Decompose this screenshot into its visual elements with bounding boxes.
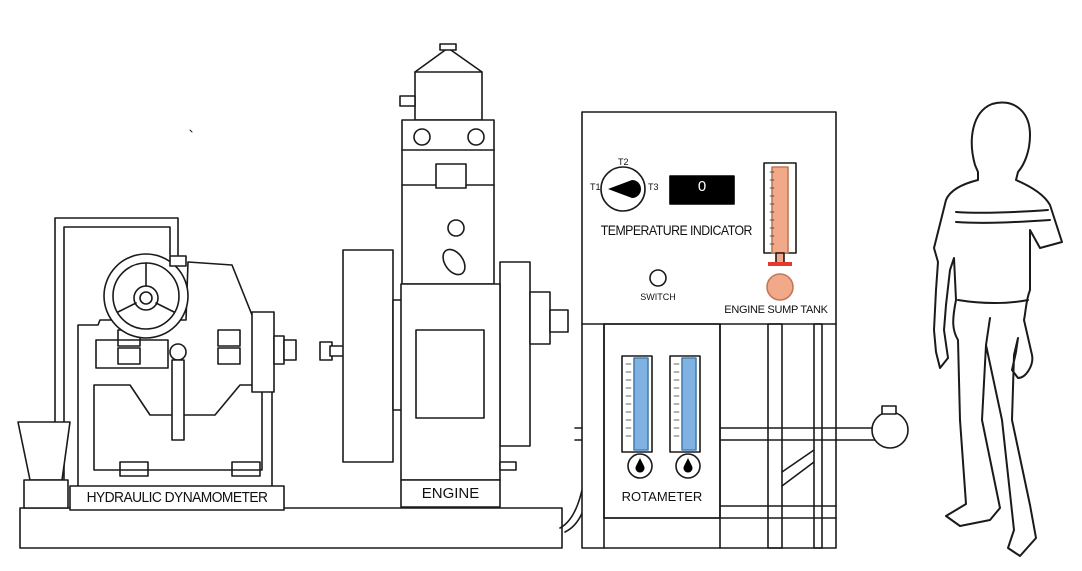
coupling: [319, 249, 404, 463]
rotameter-1: [621, 355, 653, 479]
human-figure: [933, 101, 1063, 557]
engine-cap: [414, 47, 483, 121]
temperature-display: [669, 175, 735, 205]
stray-mark: [189, 129, 193, 133]
sump-tank-gauge: [763, 162, 797, 301]
cylinder-block: [401, 119, 495, 285]
temperature-selector-knob: [600, 166, 646, 212]
dynamometer-label-plate: [69, 485, 285, 511]
handwheel: [103, 253, 189, 339]
engine-label: ENGINE: [421, 485, 480, 502]
selector-t2-label: T2: [618, 157, 629, 167]
control-panel: [574, 111, 909, 549]
hydraulic-dynamometer-label: HYDRAULIC DYNAMOMETER: [86, 489, 268, 506]
switch-label: SWITCH: [640, 292, 676, 302]
engine-sump-tank-label: ENGINE SUMP TANK: [724, 304, 828, 316]
flywheel: [342, 249, 394, 463]
selector-t1-label: T1: [590, 182, 601, 192]
sump-gauge-scale: [769, 171, 775, 245]
engine: [399, 43, 589, 533]
rotameter-2: [669, 355, 701, 479]
feed-hopper: [17, 421, 71, 481]
drain-valve: [871, 411, 909, 449]
base-plate: [19, 507, 563, 549]
hydraulic-dynamometer: [17, 217, 297, 511]
selector-t3-label: T3: [648, 182, 659, 192]
switch-button[interactable]: [649, 269, 667, 287]
rotameter-label: ROTAMETER: [621, 489, 703, 504]
engine-label-plate: [400, 479, 501, 508]
temperature-indicator-label: TEMPERATURE INDICATOR: [600, 222, 753, 238]
temperature-display-value: 0: [697, 178, 707, 195]
